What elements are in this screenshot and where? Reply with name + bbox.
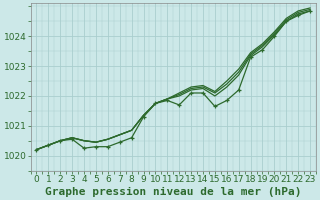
X-axis label: Graphe pression niveau de la mer (hPa): Graphe pression niveau de la mer (hPa) (45, 186, 301, 197)
